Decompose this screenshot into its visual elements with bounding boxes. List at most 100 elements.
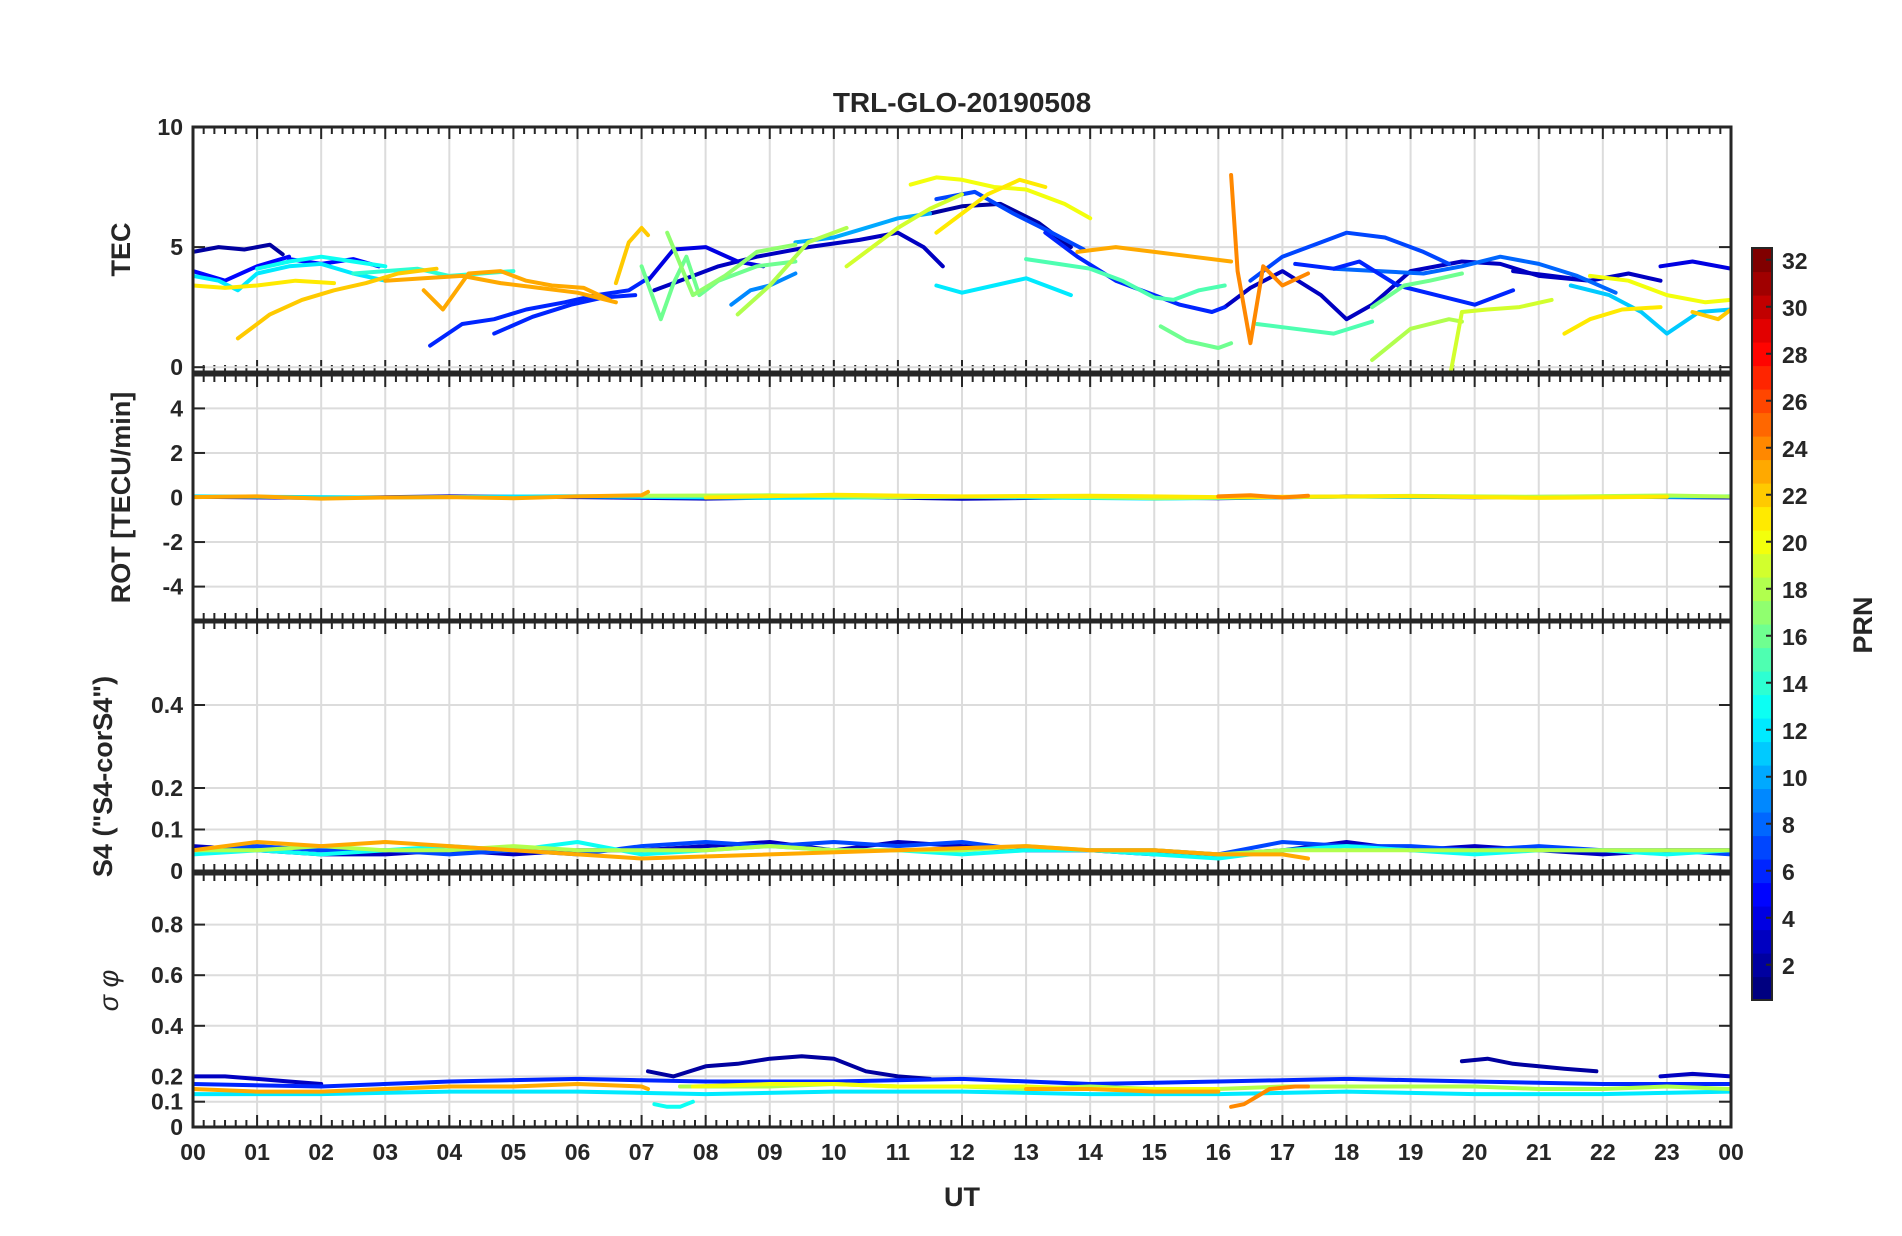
panel-3: 00.10.2 0.4 0.6 0.8 σ φ [94,872,1733,1140]
colorbar-swatch [1752,506,1772,531]
series-line-prn-2 [646,1054,932,1081]
panel-1: -4 -2 0 2 4 ROT [TECU/min] [106,373,1733,622]
x-tick-labels: 00 01 02 03 04 05 06 07 08 09 10 11 12 13 14 15 16 17 18 19… [180,1139,1744,1165]
x-tick-label: 09 [757,1139,783,1165]
colorbar-tick-label: 24 [1782,436,1808,462]
x-tick-label: 18 [1334,1139,1360,1165]
series-line-prn-18 [735,225,849,317]
colorbar-tick-label: 12 [1782,718,1808,744]
series-line-prn-21 [193,278,336,290]
series-group [193,1054,1731,1109]
series-line-prn-6 [428,276,650,348]
x-tick-label: 22 [1590,1139,1616,1165]
series-line-prn-15 [1254,319,1375,336]
x-tick-label: 16 [1206,1139,1232,1165]
series-line-prn-24 [1216,493,1310,500]
colorbar-tick-label: 22 [1782,483,1808,509]
colorbar-swatch [1752,835,1772,860]
series-group [193,173,1731,372]
y-tick-label: 0 [170,858,183,884]
colorbar-tick-label: 6 [1782,859,1795,885]
y-tick-label: 0.4 [151,1013,183,1039]
series-line-prn-24 [1229,1084,1310,1109]
colorbar-swatch [1752,436,1772,461]
y-axis-label: S4 ("S4-corS4") [88,676,118,877]
panel-frame [191,620,1733,873]
y-tick-label: -2 [163,529,183,555]
series-line-prn-12 [193,261,388,293]
y-tick-label: 5 [170,234,183,260]
colorbar-swatch [1752,318,1772,343]
series-line-prn-23 [421,269,612,312]
y-tick-label: 0.4 [151,692,183,718]
series-line-prn-16 [1158,324,1234,350]
colorbar-swatch [1752,765,1772,790]
y-tick-label: 0.2 [151,1063,183,1089]
series-line-prn-6 [492,293,638,336]
x-tick-label: 04 [437,1139,463,1165]
panel-frame [191,125,1733,374]
panel-frame [191,872,1733,1129]
y-axis-label: σ φ [94,970,124,1011]
x-tick-label: 10 [821,1139,847,1165]
series-line-prn-23 [1075,245,1234,264]
colorbar-swatch [1752,342,1772,367]
colorbar-label: PRN [1848,596,1878,653]
series-line-prn-3 [193,1074,324,1086]
colorbar-swatch [1752,953,1772,978]
series-line-prn-23 [383,273,618,305]
y-tick-label: -4 [163,574,184,600]
colorbar-tick-label: 14 [1782,671,1808,697]
colorbar-tick-label: 30 [1782,295,1808,321]
colorbar-swatch [1752,671,1772,696]
y-tick-label: 0.2 [151,775,183,801]
series-line-prn-20 [908,175,1093,221]
x-tick-label: 20 [1462,1139,1488,1165]
series-line-prn-24 [1229,173,1310,346]
colorbar-tick-label: 20 [1782,530,1808,556]
colorbar-swatch [1752,976,1772,1001]
series-line-prn-7 [1248,230,1451,283]
panel-2: 0 0.1 0.2 0.4 S4 ("S4-corS4") [88,620,1733,884]
series-line-prn-4 [646,245,766,283]
series-line-prn-6 [193,1076,1731,1089]
x-tick-label: 13 [1013,1139,1039,1165]
chart-title: TRL-GLO-20190508 [833,87,1091,118]
y-tick-label: 0.6 [151,962,183,988]
series-line-prn-21 [1562,305,1663,336]
colorbar-swatch [1752,248,1772,273]
series-line-prn-15 [1024,257,1227,302]
x-tick-label: 17 [1270,1139,1296,1165]
colorbar-swatch [1752,788,1772,813]
series-line-prn-17 [665,230,798,298]
y-tick-label: 0 [170,354,183,380]
colorbar-swatch [1752,600,1772,625]
colorbar-swatch [1752,906,1772,931]
series-line-prn-22 [613,225,650,286]
colorbar-swatch [1752,295,1772,320]
x-axis-label: UT [944,1182,980,1212]
panel-0: 0 5 10 TEC [106,114,1733,380]
y-tick-label: 0.1 [151,817,183,843]
colorbar-tick-label: 4 [1782,906,1795,932]
x-tick-label: 19 [1398,1139,1424,1165]
series-line-prn-22 [1690,307,1731,322]
series-line-prn-6 [1293,259,1516,307]
colorbar-swatch [1752,530,1772,555]
series-line-prn-16 [639,254,798,322]
colorbar-swatch [1752,694,1772,719]
series-line-prn-3 [1658,1071,1731,1079]
panel-frame [191,373,1733,622]
colorbar-swatch [1752,459,1772,484]
colorbar-swatch [1752,553,1772,578]
series-line-prn-19 [1448,297,1554,372]
series-line-prn-12 [193,1089,1731,1097]
x-tick-label: 21 [1526,1139,1552,1165]
y-tick-label: 0 [170,485,183,511]
x-tick-label: 05 [501,1139,527,1165]
series-line-prn-13 [652,1099,695,1109]
series-line-prn-18 [193,844,1731,857]
colorbar-swatch [1752,412,1772,437]
